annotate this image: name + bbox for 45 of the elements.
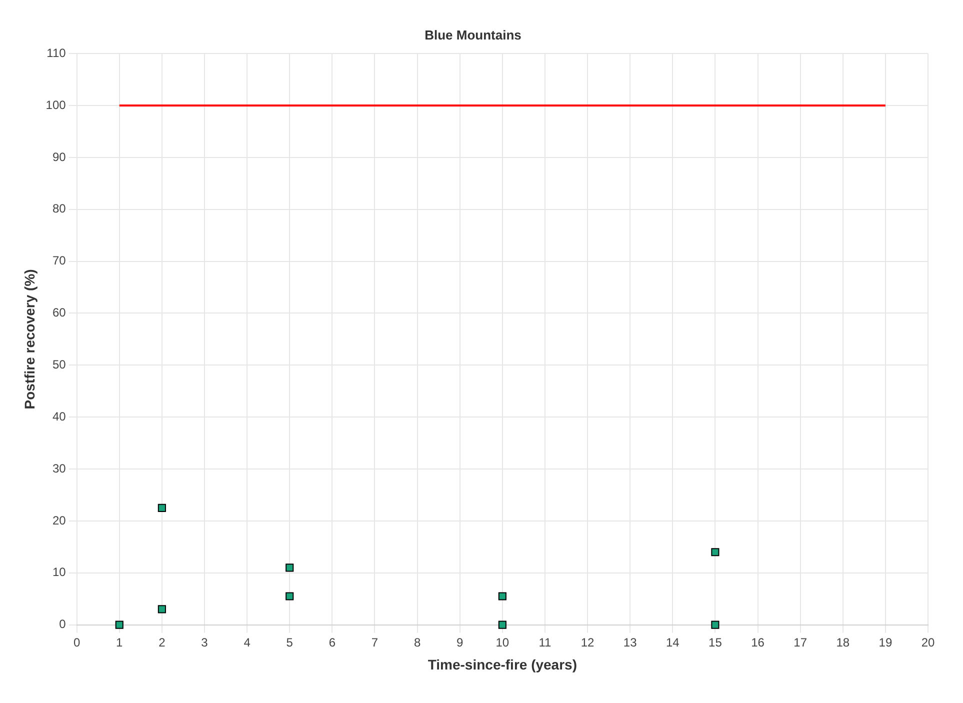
x-tick-label: 14	[666, 635, 680, 650]
x-tick-label: 15	[708, 635, 722, 650]
y-tick-label: 40	[52, 409, 66, 424]
x-tick-label: 5	[286, 635, 294, 650]
x-tick-label: 12	[580, 635, 595, 650]
y-tick-label: 90	[52, 150, 66, 164]
y-tick-label: 110	[46, 46, 66, 60]
x-tick-label: 2	[158, 635, 166, 650]
point	[115, 620, 124, 629]
y-tick-label: 60	[52, 306, 66, 320]
y-tick-label: 70	[52, 254, 66, 268]
x-tick-label: 10	[496, 635, 510, 650]
point	[158, 504, 166, 512]
x-tick-label: 0	[73, 635, 80, 650]
x-tick-label: 11	[538, 635, 552, 650]
y-tick-label: 100	[46, 98, 66, 112]
y-tick-label: 0	[59, 617, 66, 632]
x-tick-label: 18	[836, 635, 850, 650]
point	[498, 592, 506, 600]
point	[498, 620, 506, 629]
y-tick-label: 30	[52, 461, 66, 476]
x-tick-label: 8	[414, 635, 421, 650]
point	[158, 605, 166, 614]
x-tick-label: 6	[328, 635, 336, 650]
x-tick-label: 19	[878, 635, 892, 650]
x-tick-label: 4	[244, 635, 251, 650]
x-tick-label: 20	[921, 635, 935, 650]
x-tick-label: 1	[116, 635, 124, 650]
x-tick-label: 7	[371, 635, 378, 650]
y-tick-label: 20	[52, 513, 66, 528]
x-tick-label: 16	[751, 635, 765, 650]
x-tick-label: 17	[794, 635, 808, 650]
x-tick-label: 13	[623, 635, 638, 650]
point	[711, 620, 720, 629]
chart-title: Blue Mountains	[424, 27, 522, 42]
y-axis-title: Postfire recovery (%)	[21, 269, 38, 410]
x-tick-label: 3	[201, 635, 208, 650]
point	[286, 592, 294, 600]
y-tick-label: 50	[52, 357, 66, 372]
y-tick-label: 10	[52, 565, 66, 580]
point	[711, 548, 720, 556]
point	[286, 564, 294, 572]
x-axis-title: Time-since-fire (years)	[428, 656, 577, 672]
y-tick-label: 80	[52, 202, 66, 216]
x-tick-label: 9	[456, 635, 464, 650]
